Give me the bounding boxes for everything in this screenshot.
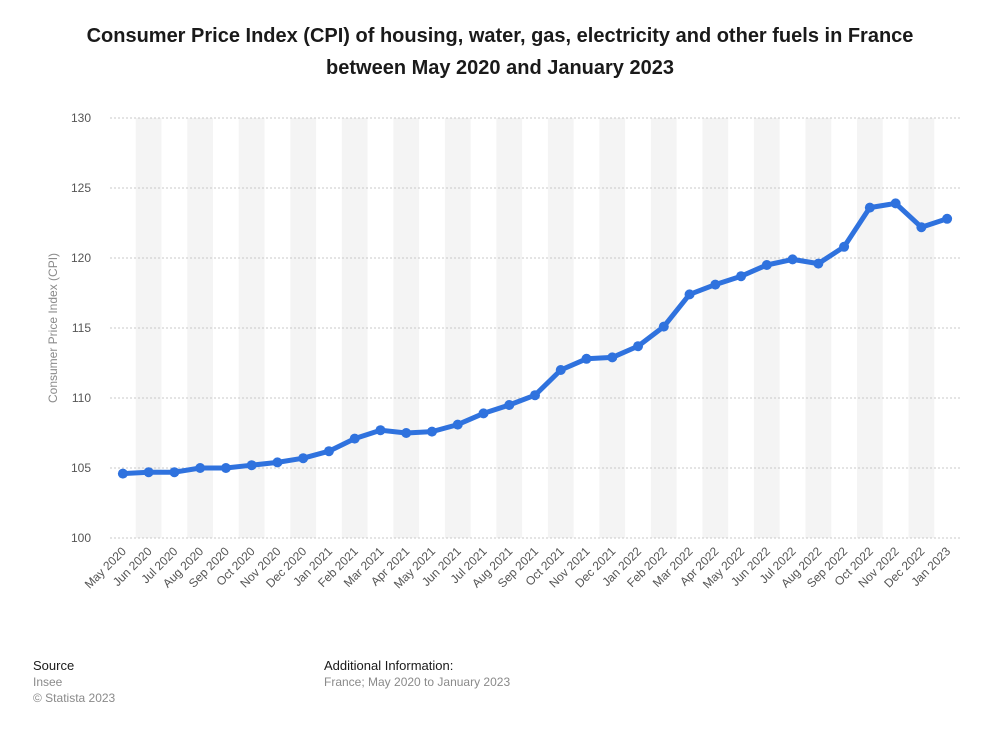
source-heading: Source (33, 658, 75, 673)
data-point (426, 426, 437, 437)
data-point (452, 419, 463, 430)
data-point (710, 279, 721, 290)
data-point (736, 271, 747, 282)
copyright-text: © Statista 2023 (33, 691, 116, 705)
additional-info-heading: Additional Information: (324, 658, 454, 673)
data-point (607, 352, 618, 363)
data-point (813, 258, 824, 269)
column-band (547, 118, 574, 538)
data-point (633, 341, 644, 352)
column-band (496, 118, 523, 538)
chart-title: Consumer Price Index (CPI) of housing, w… (86, 25, 914, 79)
data-point (169, 467, 180, 478)
data-point (478, 408, 489, 419)
data-point (555, 365, 566, 375)
data-point (401, 428, 412, 438)
y-tick-labels: 100 105 110 115 120 125 130 (71, 111, 91, 545)
y-tick-label: 100 (71, 531, 91, 545)
data-point (787, 254, 798, 265)
data-point (581, 353, 592, 364)
data-point (839, 241, 850, 252)
y-tick-label: 105 (71, 461, 91, 475)
data-point (530, 390, 540, 401)
data-point (298, 453, 309, 464)
data-point (349, 433, 360, 444)
y-tick-label: 115 (72, 321, 91, 335)
data-point (195, 463, 206, 473)
y-tick-label: 125 (71, 181, 91, 195)
data-points (117, 198, 953, 479)
y-tick-label: 110 (72, 391, 91, 405)
data-point (375, 425, 386, 436)
data-point (761, 260, 772, 270)
source-block: Source Insee © Statista 2023 (33, 658, 115, 706)
gridlines (110, 117, 960, 539)
y-tick-label: 130 (71, 111, 91, 125)
data-point (864, 202, 875, 213)
data-point (117, 468, 128, 479)
data-point (890, 198, 901, 209)
data-point (942, 213, 953, 224)
data-point (220, 463, 231, 473)
additional-info-text: France; May 2020 to January 2023 (324, 675, 511, 689)
y-axis-label: Consumer Price Index (CPI) (46, 253, 60, 403)
additional-info-block: Additional Information: France; May 2020… (324, 658, 510, 690)
y-tick-label: 120 (71, 251, 91, 265)
data-point (684, 289, 695, 300)
data-point (916, 222, 927, 233)
source-text: Insee (33, 675, 63, 689)
data-point (272, 457, 283, 468)
data-point (504, 400, 515, 410)
column-band (908, 118, 935, 538)
data-point (323, 446, 334, 457)
data-point (658, 321, 669, 332)
data-point (246, 460, 257, 471)
data-point (143, 467, 154, 478)
